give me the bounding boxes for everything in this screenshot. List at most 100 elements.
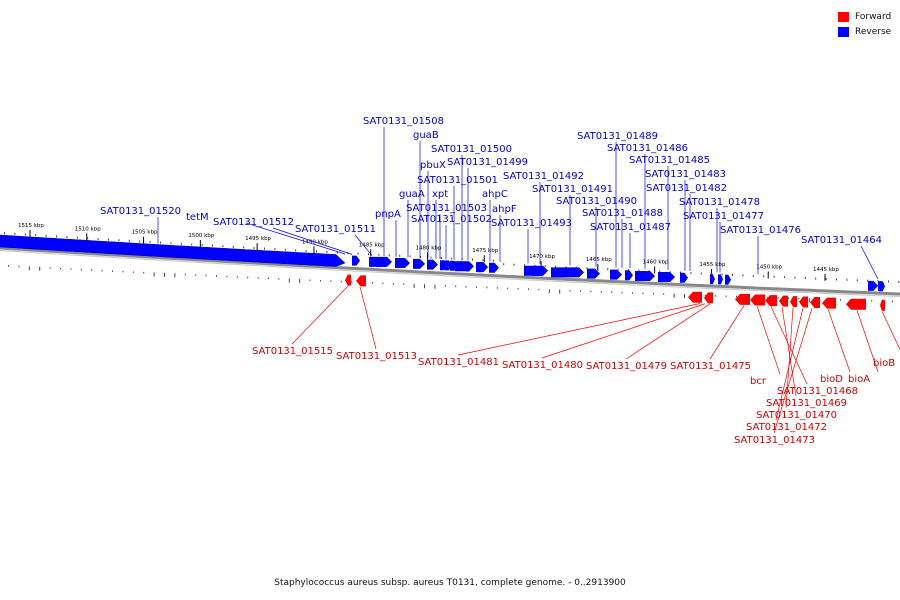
svg-text:1505 kbp: 1505 kbp (132, 230, 158, 236)
gene-label-reverse: SAT0131_01476 (720, 225, 801, 236)
minor-tick (340, 280, 342, 283)
minor-tick (565, 266, 567, 269)
minor-tick (586, 267, 588, 270)
minor-tick (867, 279, 869, 282)
gene-leader-line (860, 245, 879, 280)
minor-tick (715, 295, 717, 297)
minor-tick (392, 283, 394, 285)
gene-label-forward: SAT0131_01479 (586, 361, 667, 372)
minor-tick (659, 270, 661, 273)
gene-arrow-forward (345, 274, 351, 286)
minor-tick (684, 294, 685, 299)
svg-text:1455 kbp: 1455 kbp (699, 262, 725, 268)
minor-tick (164, 272, 165, 277)
minor-tick (465, 285, 467, 288)
gene-leader-line (827, 308, 851, 373)
gene-label-reverse: SAT0131_01493 (491, 218, 572, 229)
minor-tick (486, 286, 488, 289)
minor-tick (877, 280, 879, 283)
minor-tick (295, 249, 297, 252)
minor-tick (424, 284, 425, 289)
gene-leader-line (359, 286, 377, 350)
minor-tick (35, 234, 37, 237)
minor-tick (80, 268, 82, 271)
minor-tick (368, 253, 369, 256)
minor-tick (4, 232, 5, 235)
gene-label-forward: SAT0131_01469 (766, 398, 847, 409)
minor-tick (590, 290, 592, 293)
minor-tick (91, 269, 93, 271)
forward-swatch (838, 11, 849, 22)
minor-tick (794, 276, 796, 279)
minor-tick (736, 295, 737, 298)
minor-tick (524, 264, 525, 267)
gene-arrow-reverse (395, 258, 410, 269)
gene-arrow-forward (799, 296, 808, 308)
gene-arrow-reverse (710, 274, 715, 285)
gene-label-reverse: guaA (399, 189, 425, 200)
gene-arrow-reverse (489, 262, 499, 273)
minor-tick (580, 290, 581, 292)
scale-tick: 1510 kbp (75, 226, 101, 241)
minor-tick (409, 255, 411, 258)
gene-leader-line (625, 303, 711, 360)
gene-leader-line (781, 307, 797, 397)
minor-tick (24, 233, 26, 236)
minor-tick (642, 292, 644, 295)
minor-tick (773, 275, 775, 278)
minor-tick (403, 283, 405, 285)
minor-tick (174, 273, 176, 278)
gene-arrow-forward (750, 294, 765, 306)
gene-arrow-reverse (352, 255, 360, 266)
gene-arrow-reverse (551, 267, 584, 278)
svg-text:1470 kbp: 1470 kbp (529, 254, 555, 260)
minor-tick (378, 253, 380, 256)
gene-label-forward: SAT0131_01513 (336, 351, 417, 362)
minor-tick (492, 259, 494, 262)
svg-text:1515 kbp: 1515 kbp (18, 223, 44, 229)
minor-tick (856, 279, 858, 282)
gene-leader-line (856, 310, 879, 373)
gene-arrow-forward (880, 299, 884, 311)
gene-features (0, 234, 885, 311)
minor-tick (600, 291, 602, 293)
legend-reverse-label: Reverse (855, 26, 892, 37)
minor-tick (18, 265, 20, 268)
minor-tick (278, 278, 280, 280)
gene-label-reverse: ahpF (492, 204, 517, 215)
gene-arrow-reverse (376, 257, 390, 268)
gene-label-reverse: SAT0131_01520 (100, 206, 181, 217)
minor-tick (732, 273, 733, 276)
minor-tick (638, 269, 640, 272)
minor-tick (752, 274, 754, 277)
minor-tick (226, 275, 228, 278)
gene-arrow-reverse (880, 281, 885, 292)
gene-arrow-forward (765, 295, 777, 307)
gene-label-reverse: SAT0131_01499 (447, 157, 528, 168)
minor-tick (482, 259, 484, 262)
gene-label-reverse: SAT0131_01511 (295, 224, 376, 235)
minor-tick (825, 277, 827, 280)
gene-label-reverse: SAT0131_01500 (431, 144, 512, 155)
svg-text:1495 kbp: 1495 kbp (245, 236, 271, 242)
svg-text:1510 kbp: 1510 kbp (75, 226, 101, 232)
gene-leader-line (756, 305, 781, 375)
minor-tick (673, 293, 675, 298)
gene-arrow-reverse (610, 269, 622, 280)
minor-tick (777, 297, 779, 299)
minor-tick (388, 254, 390, 257)
minor-tick (222, 245, 224, 248)
gene-arrow-reverse (427, 259, 438, 270)
minor-tick (232, 245, 234, 248)
gene-leader-line (773, 308, 813, 434)
gene-arrow-reverse (625, 270, 633, 281)
minor-tick (621, 291, 623, 294)
minor-tick (336, 251, 338, 254)
minor-tick (284, 248, 286, 251)
minor-tick (632, 292, 633, 294)
gene-label-reverse: SAT0131_01508 (363, 116, 444, 127)
minor-tick (888, 280, 889, 283)
minor-tick (871, 300, 873, 302)
scale-tick: 1480 kbp (416, 245, 442, 260)
minor-tick (434, 284, 436, 289)
